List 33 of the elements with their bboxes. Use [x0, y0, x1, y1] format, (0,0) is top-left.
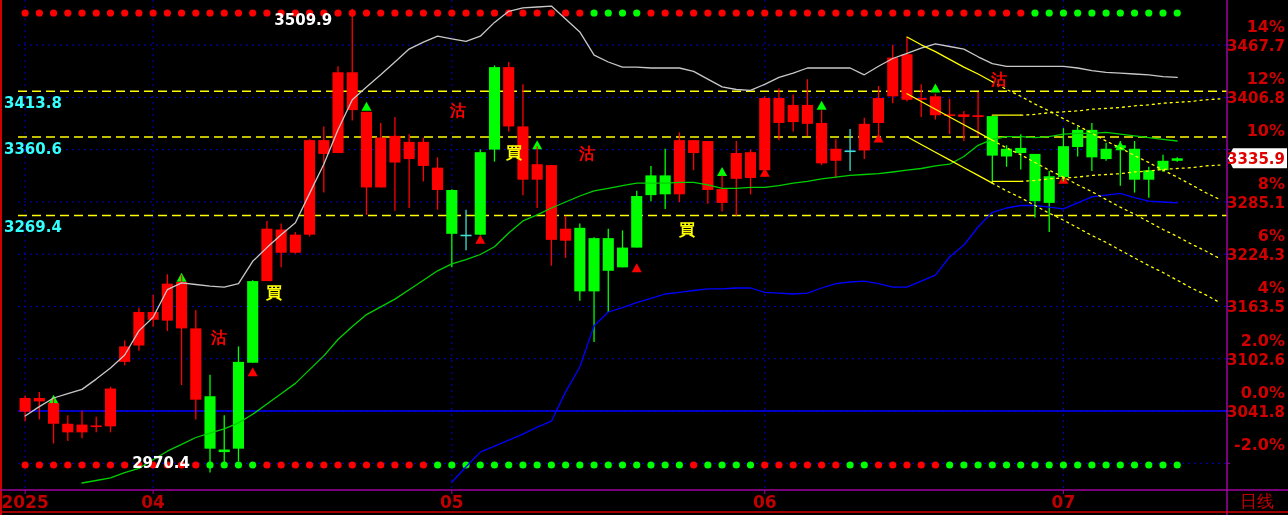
annotation: 3509.9 — [274, 10, 333, 29]
x-tick-label: 04 — [141, 492, 166, 512]
annotation: 買 — [266, 283, 282, 302]
x-tick-label: 2025 — [1, 492, 49, 512]
y-tick-label: 3285.1 — [1227, 193, 1285, 212]
y-tick-label: 3406.8 — [1227, 89, 1285, 108]
annotation: 沽 — [210, 328, 227, 347]
y2-tick-label: 8% — [1257, 173, 1285, 193]
annotation: 沽 — [449, 101, 466, 120]
x-tick-label: 06 — [752, 492, 777, 512]
ref-line-label: 3269.4 — [4, 218, 62, 237]
y-tick-label: 3224.3 — [1227, 246, 1285, 265]
ref-line-label: 3413.8 — [4, 94, 62, 113]
y-tick-label: 3102.6 — [1227, 350, 1285, 369]
y2-tick-label: 12% — [1246, 69, 1285, 89]
y2-tick-label: 2.0% — [1240, 330, 1285, 350]
y2-tick-label: 4% — [1257, 278, 1285, 298]
annotation: 買 — [678, 220, 695, 239]
x-tick-label: 05 — [439, 492, 464, 512]
y2-tick-label: 0.0% — [1240, 382, 1285, 402]
y-tick-label: 3163.5 — [1227, 298, 1285, 317]
y-tick-label: 3467.7 — [1227, 37, 1285, 56]
y2-tick-label: 10% — [1246, 121, 1285, 141]
x-tick-label: 07 — [1051, 492, 1076, 512]
annotation: 沽 — [991, 70, 1008, 89]
annotation: 沽 — [578, 144, 595, 163]
y-tick-label: 3041.8 — [1227, 403, 1285, 422]
ref-line-label: 3360.6 — [4, 140, 62, 159]
y2-tick-label: 6% — [1257, 226, 1285, 246]
annotation: 3335.9 — [1227, 148, 1287, 169]
y2-tick-label: -2.0% — [1233, 435, 1285, 455]
annotation: 日线 — [1240, 491, 1274, 511]
y2-tick-label: 14% — [1246, 16, 1285, 36]
